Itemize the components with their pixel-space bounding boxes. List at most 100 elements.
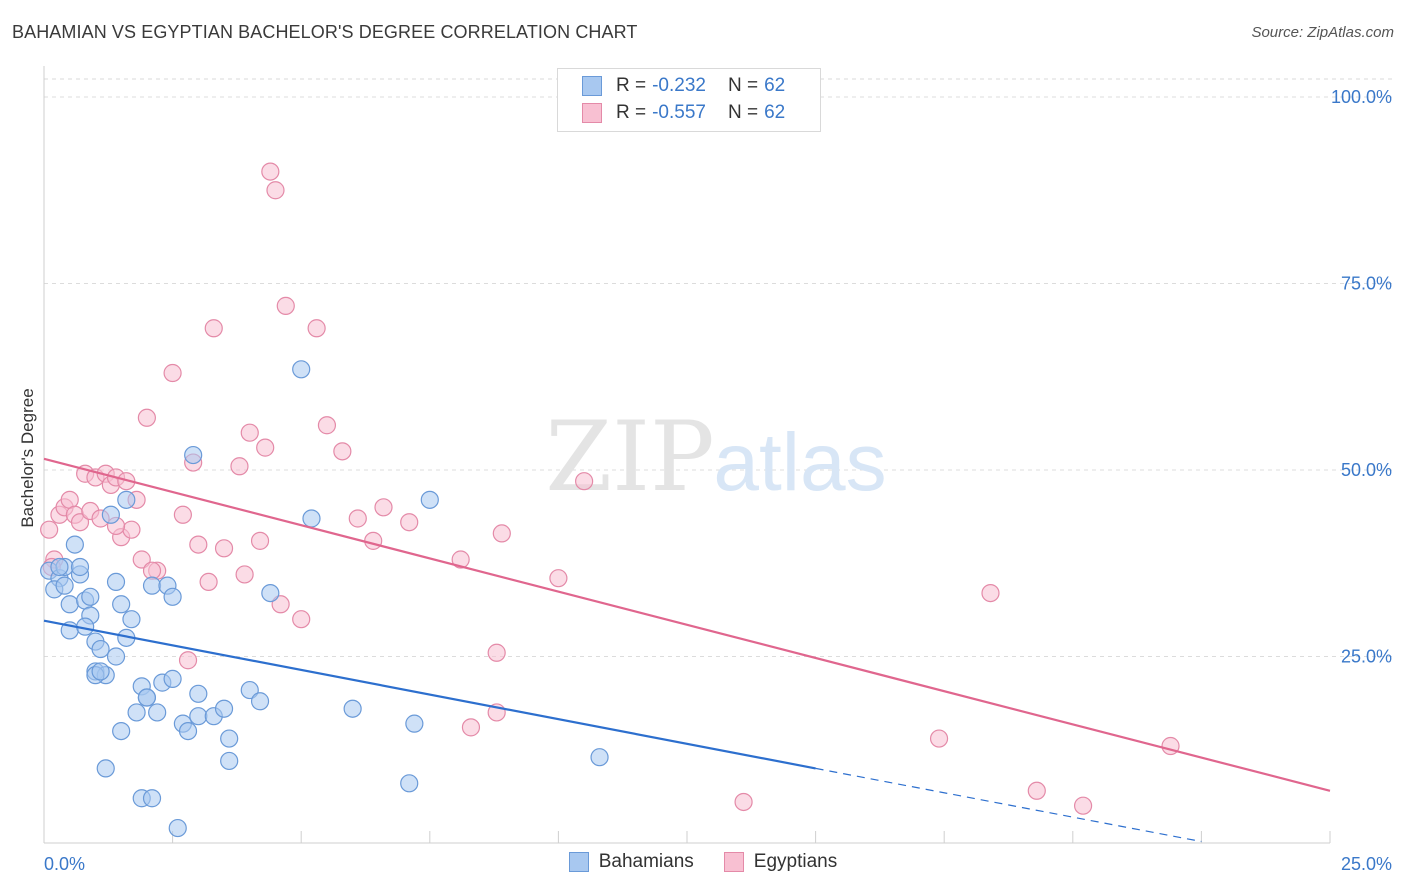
egyptians-point (163, 363, 182, 383)
egyptians-point (333, 442, 352, 461)
axes (43, 66, 1331, 844)
y-tick-label: 100.0% (1331, 87, 1392, 107)
x-tick-label: 25.0% (1341, 854, 1392, 874)
egyptians-point (214, 539, 234, 558)
legend-label-egyptians: Egyptians (753, 851, 838, 872)
egyptians-point (230, 457, 249, 476)
egyptians-trend-line (43, 457, 1331, 792)
bahamians-trend-line (43, 619, 816, 770)
egyptians-point (189, 535, 208, 554)
y-axis-label: Bachelor's Degree (18, 388, 37, 527)
bahamians-point (112, 721, 131, 741)
bahamians-point (117, 490, 136, 509)
bahamians-point (60, 595, 79, 614)
r-value: -0.232 (652, 75, 706, 96)
egyptians-point (199, 572, 218, 592)
egyptians-point (271, 595, 290, 614)
bahamians-point (261, 583, 280, 603)
egyptians-swatch (582, 103, 602, 123)
bahamians-point (250, 692, 270, 711)
egyptians-point (235, 565, 254, 584)
egyptians-point (132, 550, 151, 569)
r-label: R = (616, 75, 647, 96)
n-label: N = (727, 75, 759, 96)
egyptians-point (292, 610, 311, 629)
chart-title: BAHAMIAN VS EGYPTIAN BACHELOR'S DEGREE C… (12, 22, 638, 42)
egyptians-point (461, 718, 481, 737)
bahamians-point (70, 557, 90, 577)
egyptians-point (364, 531, 383, 550)
bahamians-point (81, 587, 100, 606)
bahamians-point (65, 535, 84, 554)
bahamians-point (101, 505, 120, 524)
bahamians-point (292, 360, 311, 379)
watermark-zip: ZIP (545, 401, 714, 513)
egyptians-points (40, 162, 1180, 815)
egyptians-point (70, 513, 90, 532)
egyptians-point (173, 505, 192, 524)
bahamians-point (127, 703, 146, 722)
egyptians-point (122, 520, 141, 539)
bahamians-point (122, 610, 141, 629)
egyptians-point (451, 550, 470, 569)
egyptians-point (240, 423, 259, 442)
legend-item-bahamians[interactable]: Bahamians (568, 851, 694, 873)
legend-row-bahamians: R = -0.232 N = 62 (582, 73, 785, 99)
y-tick-label: 75.0% (1341, 274, 1392, 294)
bahamians-point (148, 703, 167, 722)
legend-item-egyptians[interactable]: Egyptians (723, 851, 838, 873)
egyptians-point (307, 319, 326, 338)
egyptians-point (250, 531, 270, 550)
bahamians-point (178, 721, 198, 741)
egyptians-point (929, 729, 949, 748)
bahamians-point (91, 639, 110, 659)
bahamians-points (40, 360, 609, 838)
bahamians-swatch (568, 852, 589, 872)
bahamians-point (168, 818, 187, 838)
bahamians-point (220, 751, 239, 771)
egyptians-point (734, 792, 753, 812)
bahamians-point (142, 576, 162, 595)
egyptians-swatch (723, 852, 744, 872)
bahamians-point (214, 699, 234, 718)
r-label: R = (616, 102, 647, 123)
bahamians-point (189, 707, 208, 726)
tick-labels: 25.0% 50.0% 75.0% 100.0% 0.0% 25.0% (44, 87, 1392, 874)
legend-label-bahamians: Bahamians (598, 851, 694, 872)
egyptians-point (256, 438, 275, 457)
bahamians-point (302, 509, 321, 528)
egyptians-point (981, 583, 1000, 603)
bahamians-point (106, 647, 126, 666)
egyptians-point (204, 319, 223, 338)
egyptians-point (1073, 796, 1093, 815)
bahamians-point (106, 572, 126, 592)
bahamians-swatch (582, 76, 602, 96)
correlation-legend: R = -0.232 N = 62 R = -0.557 N = 62 (557, 68, 821, 132)
bahamians-trend-extension (815, 767, 1202, 843)
bahamians-point (590, 748, 609, 767)
bahamians-point (400, 774, 419, 793)
egyptians-point (374, 498, 393, 517)
bahamians-point (240, 680, 259, 700)
egyptians-point (276, 296, 295, 315)
source-label: Source: ZipAtlas.com (1251, 24, 1394, 41)
bahamians-point (343, 699, 362, 718)
egyptians-point (575, 472, 594, 491)
egyptians-point (1027, 781, 1046, 800)
n-value: 62 (764, 102, 786, 123)
bahamians-point (96, 759, 115, 778)
egyptians-point (400, 513, 419, 532)
bahamians-point (137, 688, 156, 707)
egyptians-point (487, 643, 506, 662)
y-tick-label: 50.0% (1341, 460, 1392, 480)
bahamians-point (189, 684, 208, 703)
egyptians-point (348, 509, 367, 528)
bahamians-point (405, 714, 424, 733)
egyptians-point (492, 524, 511, 543)
r-value: -0.557 (652, 102, 706, 123)
bahamians-point (163, 669, 182, 688)
egyptians-point (549, 569, 568, 588)
bahamians-point (91, 662, 110, 681)
watermark-atlas: atlas (713, 417, 886, 508)
